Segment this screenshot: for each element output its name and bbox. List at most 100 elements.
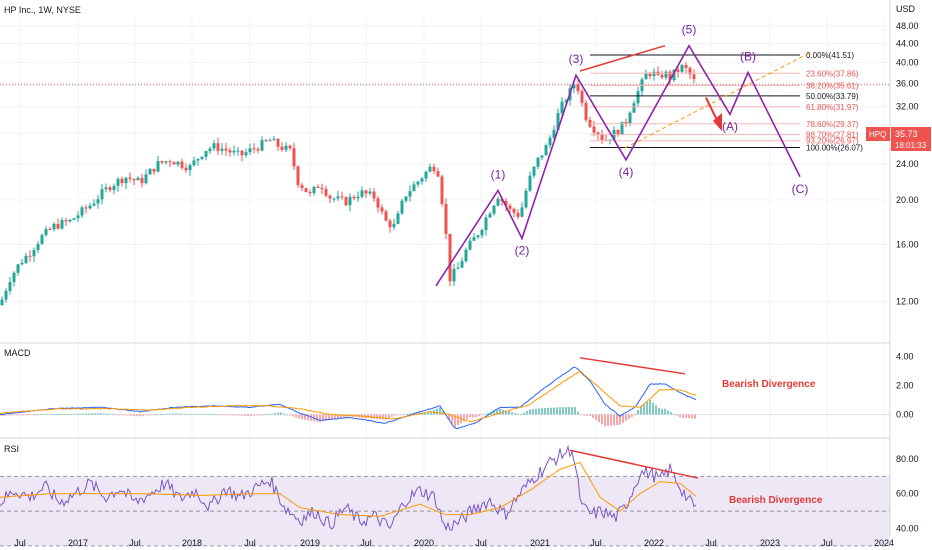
candle-body xyxy=(364,190,368,194)
macd-histogram-bar xyxy=(595,414,597,421)
price-axis[interactable]: 48.0044.0040.0036.0032.0028.0024.0020.00… xyxy=(896,21,919,533)
rsi-pane: Bearish Divergence xyxy=(0,444,890,547)
price-tick-label: 48.00 xyxy=(896,21,919,31)
macd-histogram-bar xyxy=(667,410,669,415)
candle-body xyxy=(360,190,364,197)
elliott-wave-overlay: (1) (2) (3) (4) (5) (A) (B) (C) xyxy=(435,23,808,287)
candle-body xyxy=(204,151,208,157)
candle-body xyxy=(508,205,512,209)
candle-body xyxy=(276,139,280,147)
candle-body xyxy=(532,166,536,176)
candle-body xyxy=(80,207,84,216)
macd-histogram-bar xyxy=(379,414,381,420)
macd-histogram-bar xyxy=(61,414,63,415)
time-axis[interactable]: Jul 2017 Jul 2018 Jul 2019 Jul 2020 Jul 2021 Jul 20… xyxy=(14,538,894,548)
price-tick-label: 16.00 xyxy=(896,240,919,250)
fib-level-label: 38.20%(35.61) xyxy=(806,81,859,90)
candle-body xyxy=(320,187,324,190)
macd-histogram-bar xyxy=(1,414,3,416)
macd-histogram-bar xyxy=(601,414,603,425)
candle-body xyxy=(552,129,556,138)
macd-histogram-bar xyxy=(637,410,639,415)
time-tick-label: Jul xyxy=(360,538,372,548)
macd-histogram-bar xyxy=(442,411,444,415)
macd-histogram-bar xyxy=(307,414,309,421)
candle-body xyxy=(324,189,328,196)
macd-histogram-bar xyxy=(436,408,438,415)
macd-histogram-bar xyxy=(607,414,609,426)
macd-histogram-bar xyxy=(388,414,390,419)
macd-histogram-bar xyxy=(112,414,114,416)
candle-body xyxy=(572,84,576,89)
macd-histogram-bar xyxy=(520,414,522,415)
macd-histogram-bar xyxy=(208,413,210,415)
macd-histogram-bar xyxy=(571,406,573,415)
candle-body xyxy=(388,220,392,228)
macd-histogram-bar xyxy=(559,407,561,415)
macd-histogram-bar xyxy=(304,414,306,420)
macd-histogram-bar xyxy=(46,413,48,415)
candle-body xyxy=(336,196,340,199)
macd-histogram-bar xyxy=(622,414,624,423)
macd-histogram-bar xyxy=(175,413,177,415)
macd-histogram-bar xyxy=(568,407,570,415)
candle-body xyxy=(136,177,140,181)
candle-body xyxy=(372,191,376,199)
candle-body xyxy=(112,185,116,191)
candle-body xyxy=(156,160,160,172)
candle-body xyxy=(148,168,152,175)
candle-body xyxy=(540,155,544,158)
macd-histogram-bar xyxy=(226,414,228,416)
macd-histogram-bar xyxy=(187,413,189,415)
candle-body xyxy=(28,255,32,257)
macd-histogram-bar xyxy=(292,414,294,417)
candle-body xyxy=(348,196,352,206)
candle-body xyxy=(432,166,436,172)
macd-histogram-bar xyxy=(535,408,537,415)
macd-histogram-bar xyxy=(499,408,501,415)
candle-body xyxy=(140,177,144,184)
candle-body xyxy=(556,113,560,130)
macd-histogram-bar xyxy=(469,414,471,418)
candle-body xyxy=(312,186,316,194)
candle-body xyxy=(292,148,296,167)
time-tick-label: Jul xyxy=(14,538,26,548)
candle-body xyxy=(636,91,640,104)
macd-histogram-bar xyxy=(88,413,90,415)
candle-body xyxy=(236,150,240,152)
rsi-pane-label: RSI xyxy=(4,444,19,454)
candle-body xyxy=(416,181,420,185)
macd-histogram-bar xyxy=(325,414,327,421)
candle-body xyxy=(144,174,148,184)
candle-body xyxy=(424,171,428,179)
time-tick-label: 2019 xyxy=(300,538,320,548)
candle-body xyxy=(428,166,432,172)
macd-histogram-bar xyxy=(463,414,465,422)
macd-histogram-bar xyxy=(67,414,69,415)
rsi-ma-line xyxy=(0,461,697,517)
fib-level-label: 88.70%(27.81) xyxy=(806,131,859,140)
macd-histogram-bar xyxy=(511,412,513,415)
rsi-divergence-line xyxy=(569,449,699,479)
macd-histogram-bar xyxy=(382,414,384,420)
macd-histogram-bar xyxy=(655,405,657,415)
macd-histogram-bar xyxy=(478,414,480,417)
candle-body xyxy=(384,211,388,221)
fib-level-label: 0.00%(41.51) xyxy=(806,51,854,60)
candle-body xyxy=(352,196,356,199)
candle-body xyxy=(608,139,612,141)
macd-histogram-bar xyxy=(217,414,219,416)
candle-body xyxy=(504,200,508,206)
fibonacci-retracement: 0.00%(41.51) 23.60%(37.86) 38.20%(35.61) 50… xyxy=(590,51,863,152)
macd-histogram-bar xyxy=(13,414,15,416)
macd-histogram-bar xyxy=(391,414,393,417)
macd-histogram-bar xyxy=(454,414,456,428)
macd-histogram-bar xyxy=(682,414,684,418)
candle-body xyxy=(600,134,604,140)
candle-body xyxy=(560,101,564,114)
macd-histogram-bar xyxy=(394,414,396,416)
macd-histogram-bar xyxy=(259,414,261,416)
time-tick-label: 2020 xyxy=(414,538,434,548)
macd-histogram-bar xyxy=(493,410,495,415)
